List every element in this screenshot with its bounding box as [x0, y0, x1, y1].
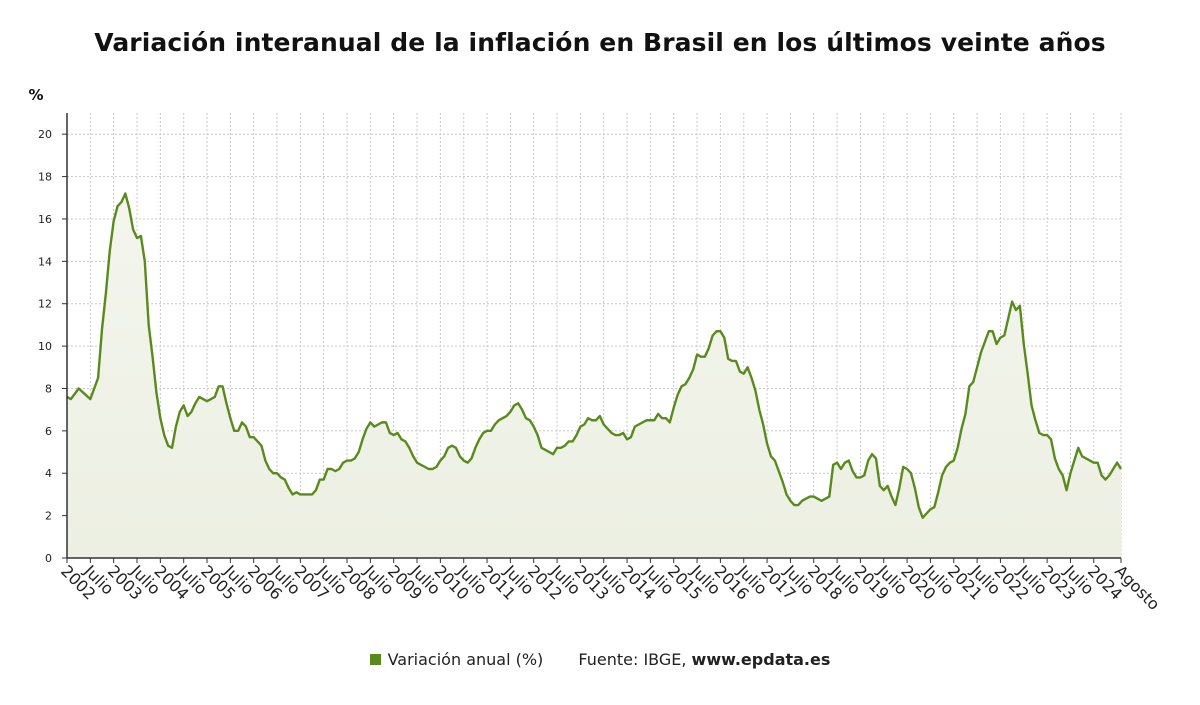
- source-note: Fuente: IBGE, www.epdata.es: [578, 650, 830, 669]
- series-line-path: [66, 192, 1123, 519]
- y-tick-label: 14: [38, 255, 52, 268]
- chart-title: Variación interanual de la inflación en …: [94, 28, 1106, 57]
- x-tick-labels: 2002Julio2003Julio2004Julio2005Julio2006…: [57, 561, 1164, 614]
- chart-area: 0 2 4 6 8 10 12 14 16 18 20 2002Julio2003Julio2004…: [28, 86, 1164, 614]
- y-tick-label: 10: [38, 340, 52, 353]
- y-tick-label: 12: [38, 298, 52, 311]
- legend-series-label: Variación anual (%): [387, 650, 544, 669]
- source-prefix: Fuente: IBGE,: [578, 650, 692, 669]
- y-tick-labels: 0 2 4 6 8 10 12 14 16 18 20: [38, 128, 52, 565]
- y-tick-label: 0: [45, 552, 52, 565]
- legend-item: Variación anual (%): [369, 650, 544, 669]
- series-line: [66, 192, 1123, 519]
- y-tick-label: 20: [38, 128, 52, 141]
- y-tick-label: 4: [45, 467, 52, 480]
- y-tick-label: 16: [38, 213, 52, 226]
- y-tick-label: 18: [38, 171, 52, 184]
- y-axis-unit-label: %: [28, 86, 43, 104]
- area-fill: [67, 193, 1121, 558]
- legend-swatch: [369, 654, 381, 665]
- y-tick-label: 6: [45, 425, 52, 438]
- axes: [62, 113, 1122, 563]
- source-site: www.epdata.es: [691, 650, 831, 669]
- y-tick-label: 2: [45, 510, 52, 523]
- y-tick-label: 8: [45, 382, 52, 395]
- series-area: [67, 193, 1121, 558]
- legend: Variación anual (%) Fuente: IBGE, www.ep…: [0, 650, 1200, 669]
